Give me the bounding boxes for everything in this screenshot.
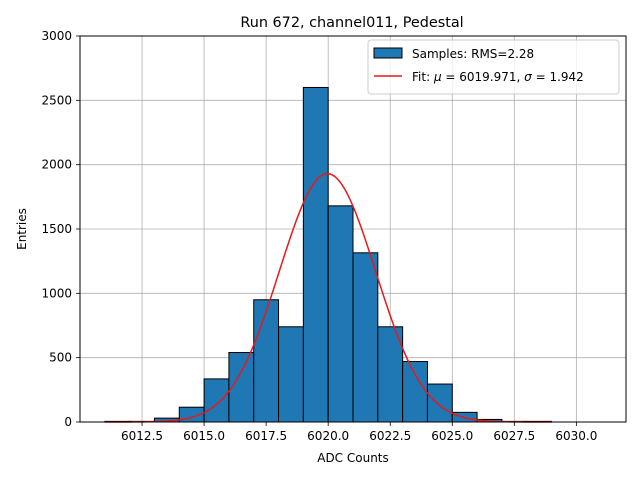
histogram-bar <box>327 205 354 423</box>
histogram-bar <box>426 383 453 423</box>
histogram-bar <box>352 252 379 423</box>
legend-fit-sigma-symbol: σ <box>524 70 532 84</box>
chart-title: Run 672, channel011, Pedestal <box>240 15 463 31</box>
y-axis-label: Entries <box>15 208 29 250</box>
legend-samples-swatch <box>373 47 403 59</box>
histogram-bar <box>402 361 428 423</box>
histogram-bar <box>302 86 329 423</box>
x-tick-label: 6025.0 <box>431 429 473 443</box>
legend: Samples: RMS=2.28 Fit: μ = 6019.971, σ =… <box>367 39 620 95</box>
x-tick-label: 6030.0 <box>555 429 597 443</box>
y-tick-label: 1000 <box>41 286 72 300</box>
fit-curve <box>104 172 552 423</box>
histogram-bar <box>228 352 255 423</box>
histogram-bar <box>203 378 230 423</box>
histogram-bar <box>278 326 304 423</box>
fit-curve-layer <box>104 172 552 423</box>
y-tick-label: 1500 <box>41 222 72 236</box>
legend-box <box>367 39 620 95</box>
x-tick-label: 6012.5 <box>121 429 163 443</box>
histogram-bar <box>253 299 280 423</box>
histogram-bar <box>377 326 404 423</box>
legend-samples-label: Samples: RMS=2.28 <box>412 47 534 61</box>
x-tick-label: 6027.5 <box>493 429 535 443</box>
y-tick-label: 500 <box>49 351 72 365</box>
y-tick-label: 2000 <box>41 158 72 172</box>
legend-fit-sigma-value: = 1.942 <box>532 70 584 84</box>
y-axis-ticks: 0 500 1000 1500 2000 2500 3000 <box>41 29 80 429</box>
x-tick-label: 6022.5 <box>369 429 411 443</box>
y-tick-label: 3000 <box>41 29 72 43</box>
legend-fit-prefix: Fit: <box>412 70 434 84</box>
x-tick-label: 6015.0 <box>183 429 225 443</box>
legend-fit-mu-value: = 6019.971, <box>442 70 525 84</box>
y-tick-label: 0 <box>64 415 72 429</box>
x-axis-ticks: 6012.5 6015.0 6017.5 6020.0 6022.5 6025.0 6027… <box>121 422 597 443</box>
y-tick-label: 2500 <box>41 93 72 107</box>
x-tick-label: 6020.0 <box>307 429 349 443</box>
legend-fit-mu-symbol: μ <box>433 70 442 84</box>
legend-fit-label: Fit: μ = 6019.971, σ = 1.942 <box>412 70 584 84</box>
x-axis-label: ADC Counts <box>317 451 389 465</box>
x-tick-label: 6017.5 <box>245 429 287 443</box>
